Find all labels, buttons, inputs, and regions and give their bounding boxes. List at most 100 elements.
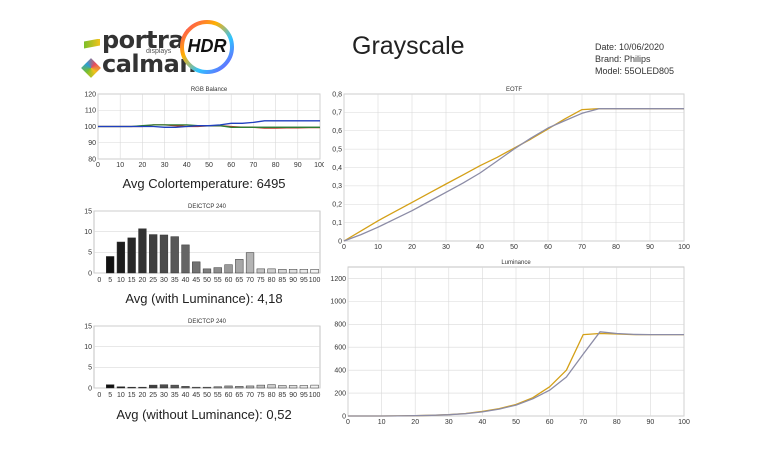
bar-30 [159, 234, 169, 274]
x-tick-label: 65 [235, 392, 243, 399]
bar-90 [288, 385, 298, 389]
x-tick-label: 15 [128, 392, 136, 399]
x-tick-label: 75 [257, 392, 265, 399]
bar-35 [170, 236, 179, 274]
x-tick-label: 80 [272, 162, 280, 169]
bar-10 [116, 241, 126, 274]
bar-70 [245, 385, 255, 389]
bar-20 [138, 386, 147, 389]
y-tick-label: 110 [85, 108, 96, 115]
bar-60 [224, 264, 233, 274]
bar-5 [106, 384, 115, 389]
bar-75 [256, 268, 265, 274]
x-tick-label: 15 [128, 277, 136, 284]
x-tick-label: 60 [546, 419, 554, 426]
x-tick-label: 100 [678, 244, 690, 251]
bar-15 [127, 237, 136, 274]
x-tick-label: 20 [139, 392, 147, 399]
x-tick-label: 80 [612, 244, 620, 251]
bar-20 [138, 228, 147, 274]
bar-95 [299, 385, 308, 389]
y-tick-label: 0 [338, 238, 342, 245]
report-meta: Date: 10/06/2020 Brand: Philips Model: 5… [595, 41, 674, 77]
bar-40 [181, 244, 190, 274]
bar-70 [245, 252, 255, 274]
x-tick-label: 90 [294, 162, 302, 169]
chart-title: DEICTCP 240 [188, 204, 227, 210]
x-tick-label: 95 [300, 277, 308, 284]
x-tick-label: 35 [171, 392, 179, 399]
x-tick-label: 35 [171, 277, 179, 284]
x-tick-label: 55 [214, 392, 222, 399]
y-tick-label: 0 [88, 270, 92, 277]
x-tick-label: 20 [408, 244, 416, 251]
x-tick-label: 100 [678, 419, 690, 426]
bar-60 [224, 385, 233, 389]
bar-40 [181, 386, 190, 389]
x-tick-label: 90 [289, 277, 297, 284]
bar-75 [256, 384, 265, 389]
bar-45 [192, 261, 201, 274]
bar-85 [278, 385, 287, 389]
x-tick-label: 30 [445, 419, 453, 426]
y-tick-label: 15 [84, 323, 92, 330]
y-tick-label: 10 [84, 344, 92, 351]
model-text: Model: 55OLED805 [595, 66, 675, 76]
x-tick-label: 70 [246, 392, 254, 399]
y-tick-label: 90 [88, 140, 96, 147]
plot-area [93, 325, 321, 389]
bar-25 [149, 234, 158, 274]
calman-logo: calman [81, 50, 196, 78]
y-tick-label: 1000 [330, 299, 346, 306]
x-tick-label: 25 [149, 392, 157, 399]
y-tick-label: 15 [84, 208, 92, 215]
y-tick-label: 100 [84, 124, 96, 131]
bar-80 [267, 268, 276, 274]
avg-without-luminance-caption: Avg (without Luminance): 0,52 [116, 407, 292, 422]
x-tick-label: 20 [139, 162, 147, 169]
x-tick-label: 40 [183, 162, 191, 169]
bar-45 [192, 386, 201, 389]
avg-colortemperature-caption: Avg Colortemperature: 6495 [122, 176, 286, 191]
bar-25 [149, 384, 158, 389]
y-tick-label: 0,5 [332, 146, 342, 153]
avg-with-luminance-caption: Avg (with Luminance): 4,18 [125, 291, 283, 306]
chart-title: RGB Balance [191, 87, 228, 93]
y-tick-label: 10 [84, 229, 92, 236]
x-tick-label: 40 [476, 244, 484, 251]
x-tick-label: 10 [374, 244, 382, 251]
x-tick-label: 100 [309, 277, 321, 284]
x-tick-label: 30 [160, 277, 168, 284]
bar-5 [106, 256, 115, 274]
y-tick-label: 80 [88, 156, 96, 163]
bar-50 [202, 386, 212, 389]
x-tick-label: 60 [227, 162, 235, 169]
x-tick-label: 90 [646, 244, 654, 251]
bar-85 [278, 269, 287, 274]
x-tick-label: 50 [203, 277, 211, 284]
bar-95 [299, 269, 308, 274]
x-tick-label: 80 [613, 419, 621, 426]
series-line-1 [348, 331, 684, 417]
x-tick-label: 20 [411, 419, 419, 426]
hdr-ring-icon [180, 20, 234, 74]
x-tick-label: 5 [108, 392, 112, 399]
bar-30 [159, 384, 169, 389]
y-tick-label: 400 [334, 367, 346, 374]
chart-title: EOTF [506, 87, 522, 93]
x-tick-label: 60 [225, 392, 233, 399]
y-tick-label: 0 [342, 413, 346, 420]
bar-100 [310, 384, 319, 389]
x-tick-label: 0 [342, 244, 346, 251]
x-tick-label: 10 [378, 419, 386, 426]
eotf-chart: EOTF 0 0,1 0,2 0,3 0,4 0,5 0,6 0,7 0,8 0 10 20 30 40 50… [332, 87, 690, 251]
series-line-1 [343, 108, 684, 242]
x-tick-label: 70 [250, 162, 258, 169]
x-tick-label: 0 [97, 277, 101, 284]
bar-50 [202, 268, 212, 274]
calman-mark-icon [81, 57, 101, 78]
chart-title: Luminance [501, 260, 531, 266]
x-tick-label: 45 [192, 277, 200, 284]
x-tick-label: 55 [214, 277, 222, 284]
